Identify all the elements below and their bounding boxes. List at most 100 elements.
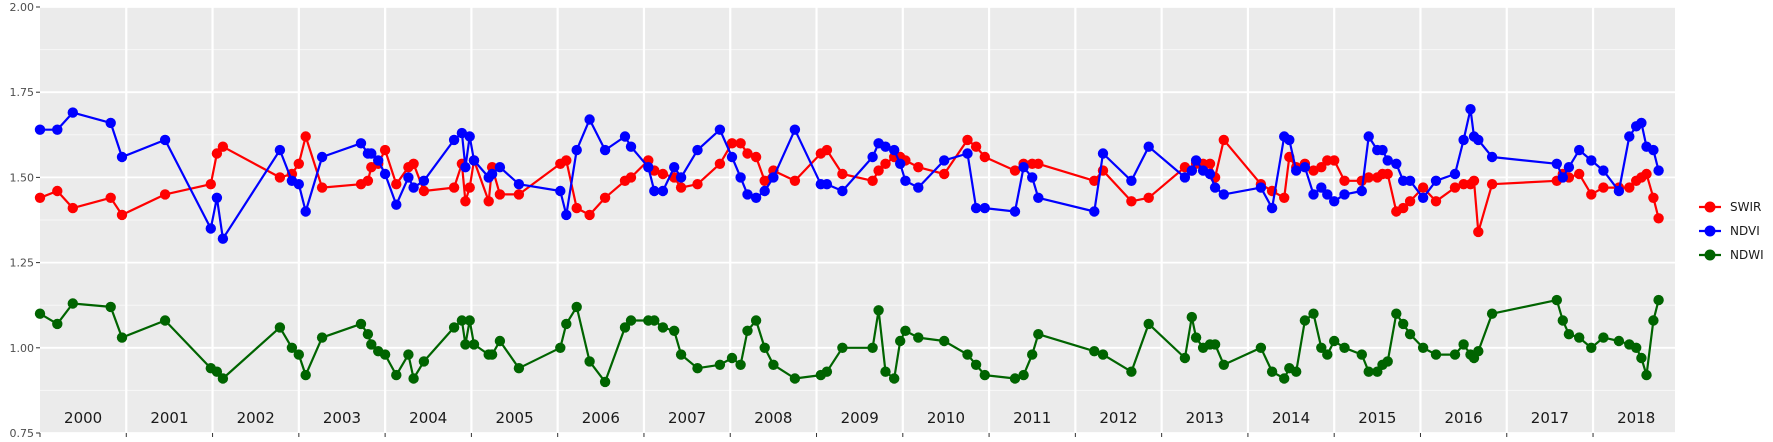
data-point-ndvi bbox=[403, 172, 414, 183]
data-point-ndwi bbox=[735, 359, 746, 370]
data-point-ndvi bbox=[1308, 189, 1319, 200]
data-point-ndwi bbox=[1279, 373, 1290, 384]
data-point-swir bbox=[599, 192, 611, 203]
data-point-ndwi bbox=[619, 322, 631, 333]
data-point-ndwi bbox=[366, 339, 377, 350]
data-point-ndvi bbox=[880, 141, 891, 152]
data-point-swir bbox=[1449, 182, 1461, 193]
data-point-ndwi bbox=[1255, 342, 1267, 353]
data-point-ndvi bbox=[979, 202, 990, 214]
data-point-swir bbox=[692, 179, 703, 190]
data-point-ndvi bbox=[1284, 134, 1295, 146]
data-point-swir bbox=[1468, 175, 1480, 186]
data-point-ndvi bbox=[468, 155, 480, 166]
data-point-swir bbox=[1417, 182, 1429, 193]
data-point-ndwi bbox=[362, 329, 374, 340]
data-point-ndvi bbox=[1126, 175, 1137, 186]
data-point-ndwi bbox=[726, 352, 738, 364]
data-point-ndwi bbox=[768, 359, 779, 370]
data-point-ndwi bbox=[355, 318, 367, 330]
data-point-ndwi bbox=[1308, 308, 1319, 319]
data-point-ndwi bbox=[1190, 332, 1202, 343]
data-point-ndwi bbox=[692, 363, 703, 374]
data-point-swir bbox=[293, 158, 304, 169]
year-label: 2004 bbox=[409, 409, 447, 427]
data-point-swir bbox=[274, 172, 286, 183]
year-label: 2007 bbox=[668, 409, 706, 427]
data-point-ndwi bbox=[880, 366, 891, 377]
data-point-ndvi bbox=[768, 172, 779, 183]
data-point-swir bbox=[561, 155, 572, 166]
data-point-ndvi bbox=[217, 233, 229, 244]
data-point-ndvi bbox=[1449, 168, 1461, 180]
data-point-swir bbox=[913, 162, 924, 173]
data-point-ndvi bbox=[1255, 182, 1267, 193]
series-ndwi bbox=[34, 294, 1664, 388]
data-point-ndwi bbox=[867, 342, 878, 353]
data-point-swir bbox=[1126, 196, 1137, 207]
data-point-swir bbox=[217, 141, 229, 152]
data-point-ndvi bbox=[67, 107, 79, 118]
data-point-swir bbox=[448, 182, 460, 193]
data-point-ndvi bbox=[1417, 192, 1429, 203]
data-point-swir bbox=[750, 151, 762, 163]
data-point-swir bbox=[571, 202, 582, 214]
data-point-swir bbox=[1329, 155, 1340, 166]
data-point-ndvi bbox=[1190, 155, 1202, 166]
data-point-swir bbox=[1009, 165, 1021, 176]
data-point-ndvi bbox=[1624, 131, 1635, 142]
data-point-ndwi bbox=[584, 356, 595, 367]
legend-label: NDWI bbox=[1730, 248, 1764, 262]
data-point-swir bbox=[513, 189, 525, 200]
data-point-ndvi bbox=[900, 175, 911, 186]
data-point-ndwi bbox=[742, 325, 753, 336]
data-point-ndvi bbox=[970, 202, 982, 214]
data-point-ndvi bbox=[714, 124, 726, 135]
data-point-ndvi bbox=[373, 155, 384, 166]
data-point-ndvi bbox=[1329, 196, 1340, 207]
data-point-ndvi bbox=[599, 144, 611, 156]
data-point-swir bbox=[316, 182, 328, 193]
data-point-ndwi bbox=[1563, 329, 1575, 340]
data-point-swir bbox=[759, 175, 770, 186]
data-point-ndwi bbox=[1266, 366, 1278, 377]
data-point-ndvi bbox=[1391, 158, 1402, 169]
data-point-ndvi bbox=[460, 162, 471, 173]
data-point-ndvi bbox=[889, 144, 900, 156]
data-point-swir bbox=[494, 189, 506, 200]
data-point-swir bbox=[1363, 172, 1374, 183]
data-point-ndvi bbox=[366, 148, 377, 159]
data-point-swir bbox=[1143, 192, 1154, 203]
year-label: 2012 bbox=[1099, 409, 1137, 427]
data-point-ndvi bbox=[1009, 206, 1021, 217]
data-point-ndvi bbox=[1636, 117, 1647, 129]
data-point-ndwi bbox=[1356, 349, 1368, 360]
data-point-swir bbox=[211, 148, 223, 159]
data-point-swir bbox=[962, 134, 973, 146]
data-point-ndwi bbox=[1033, 329, 1044, 340]
data-point-ndvi bbox=[391, 199, 402, 210]
data-point-swir bbox=[1486, 179, 1498, 190]
data-point-ndvi bbox=[1598, 165, 1609, 176]
data-point-ndvi bbox=[555, 185, 566, 197]
year-label: 2002 bbox=[237, 409, 275, 427]
data-point-ndvi bbox=[300, 206, 311, 217]
data-point-swir bbox=[979, 151, 990, 163]
data-point-ndvi bbox=[726, 151, 738, 163]
data-point-ndvi bbox=[1266, 202, 1278, 214]
data-point-ndwi bbox=[464, 315, 475, 326]
data-point-ndwi bbox=[1586, 342, 1597, 353]
data-point-ndwi bbox=[649, 315, 660, 326]
data-point-ndwi bbox=[837, 342, 848, 353]
data-point-ndvi bbox=[821, 179, 833, 190]
data-point-ndwi bbox=[1458, 339, 1469, 350]
data-point-swir bbox=[116, 209, 128, 221]
data-point-ndvi bbox=[1574, 144, 1585, 156]
data-point-ndvi bbox=[1465, 104, 1476, 115]
data-point-swir bbox=[1648, 192, 1659, 203]
data-point-swir bbox=[726, 138, 738, 149]
data-point-ndwi bbox=[1551, 294, 1563, 306]
data-point-ndvi bbox=[408, 182, 419, 193]
legend-key-point bbox=[1704, 249, 1716, 261]
data-point-ndvi bbox=[1613, 185, 1625, 197]
